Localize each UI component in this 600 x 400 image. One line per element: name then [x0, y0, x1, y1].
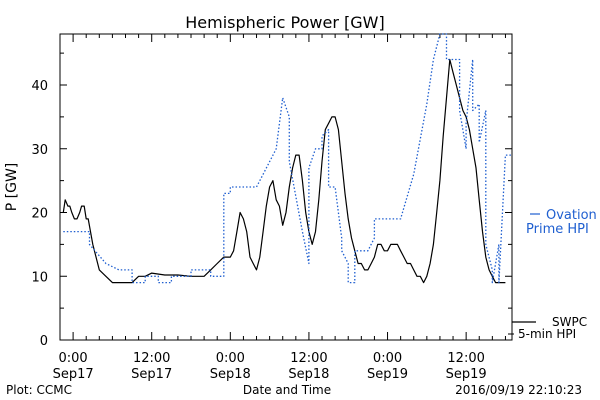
- legend-swpc-label-1: SWPC: [552, 315, 587, 329]
- x-tick-label-time: 12:00: [290, 351, 327, 366]
- x-tick-label-time: 12:00: [133, 351, 170, 366]
- legend-ovation-label-1: Ovation: [546, 208, 597, 223]
- plot-frame: [59, 33, 513, 341]
- x-tick-label-date: Sep18: [210, 367, 251, 382]
- x-tick-label-time: 12:00: [447, 351, 484, 366]
- series-line-ovation: [63, 33, 512, 284]
- chart-title: Hemispheric Power [GW]: [185, 13, 384, 32]
- x-tick-label-date: Sep17: [53, 367, 94, 382]
- x-tick-label-date: Sep19: [367, 367, 408, 382]
- y-tick-label: 20: [31, 207, 48, 222]
- series-line-swpc: [62, 58, 506, 284]
- series-group: [62, 33, 512, 284]
- legend-ovation-label-2: Prime HPI: [526, 222, 589, 237]
- x-axis: 0:00Sep1712:00Sep170:00Sep1812:00Sep180:…: [53, 34, 506, 382]
- y-tick-label: 10: [31, 270, 48, 285]
- legend: Ovation Prime HPI SWPC 5-min HPI: [508, 208, 597, 341]
- y-tick-label: 0: [40, 334, 48, 349]
- legend-swpc-label-2: 5-min HPI: [518, 327, 576, 341]
- x-tick-label-time: 0:00: [216, 351, 245, 366]
- x-tick-label-date: Sep19: [446, 367, 487, 382]
- x-tick-label-time: 0:00: [373, 351, 402, 366]
- x-tick-label-date: Sep18: [288, 367, 329, 382]
- x-tick-label-time: 0:00: [58, 351, 87, 366]
- x-tick-label-date: Sep17: [131, 367, 172, 382]
- y-axis: 0 10 20 30 40: [31, 52, 512, 349]
- y-axis-label: P [GW]: [4, 163, 20, 212]
- x-axis-label: Date and Time: [243, 383, 331, 397]
- footer-right: 2016/09/19 22:10:23: [455, 383, 582, 397]
- y-tick-label: 40: [31, 79, 48, 94]
- footer-left: Plot: CCMC: [6, 383, 72, 397]
- y-tick-label: 30: [31, 143, 48, 158]
